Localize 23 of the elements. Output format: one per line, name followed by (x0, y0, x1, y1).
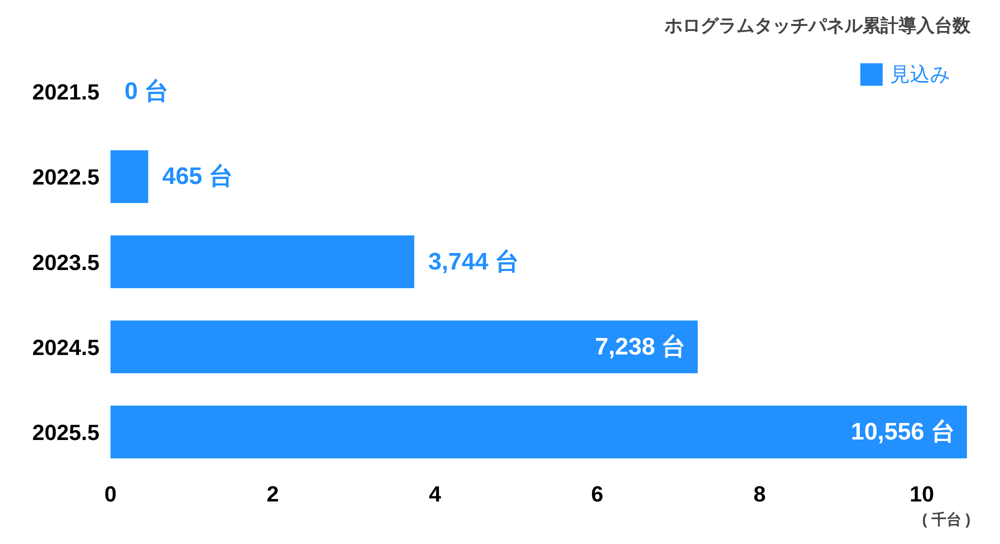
y-tick-label: 2021.5 (32, 80, 100, 105)
bar (110, 150, 148, 204)
chart-title: ホログラムタッチパネル累計導入台数 (664, 16, 972, 36)
x-tick-label: 2 (266, 482, 279, 506)
annotation: 465 台 (162, 163, 233, 190)
annotation: 10,556 台 (850, 418, 955, 446)
y-tick-label: 2023.5 (32, 250, 100, 275)
y-tick-label: 2024.5 (32, 334, 100, 360)
bar (110, 235, 414, 288)
x-axis-title: ( 千台 ) (922, 512, 971, 528)
y-tick-label: 2022.5 (32, 164, 100, 190)
annotation: 7,238 台 (595, 333, 686, 360)
y-tick-label: 2025.5 (32, 420, 100, 445)
x-tick-label: 4 (428, 482, 442, 506)
x-tick-label: 10 (910, 482, 934, 506)
x-tick-label: 0 (104, 482, 117, 506)
annotation: 3,744 台 (428, 248, 519, 276)
x-tick-label: 6 (591, 482, 604, 506)
bar (110, 406, 967, 458)
annotation: 0 台 (124, 78, 169, 106)
x-tick-label: 8 (753, 482, 766, 506)
bar (110, 320, 698, 374)
legend-label: 見込み (890, 62, 950, 88)
